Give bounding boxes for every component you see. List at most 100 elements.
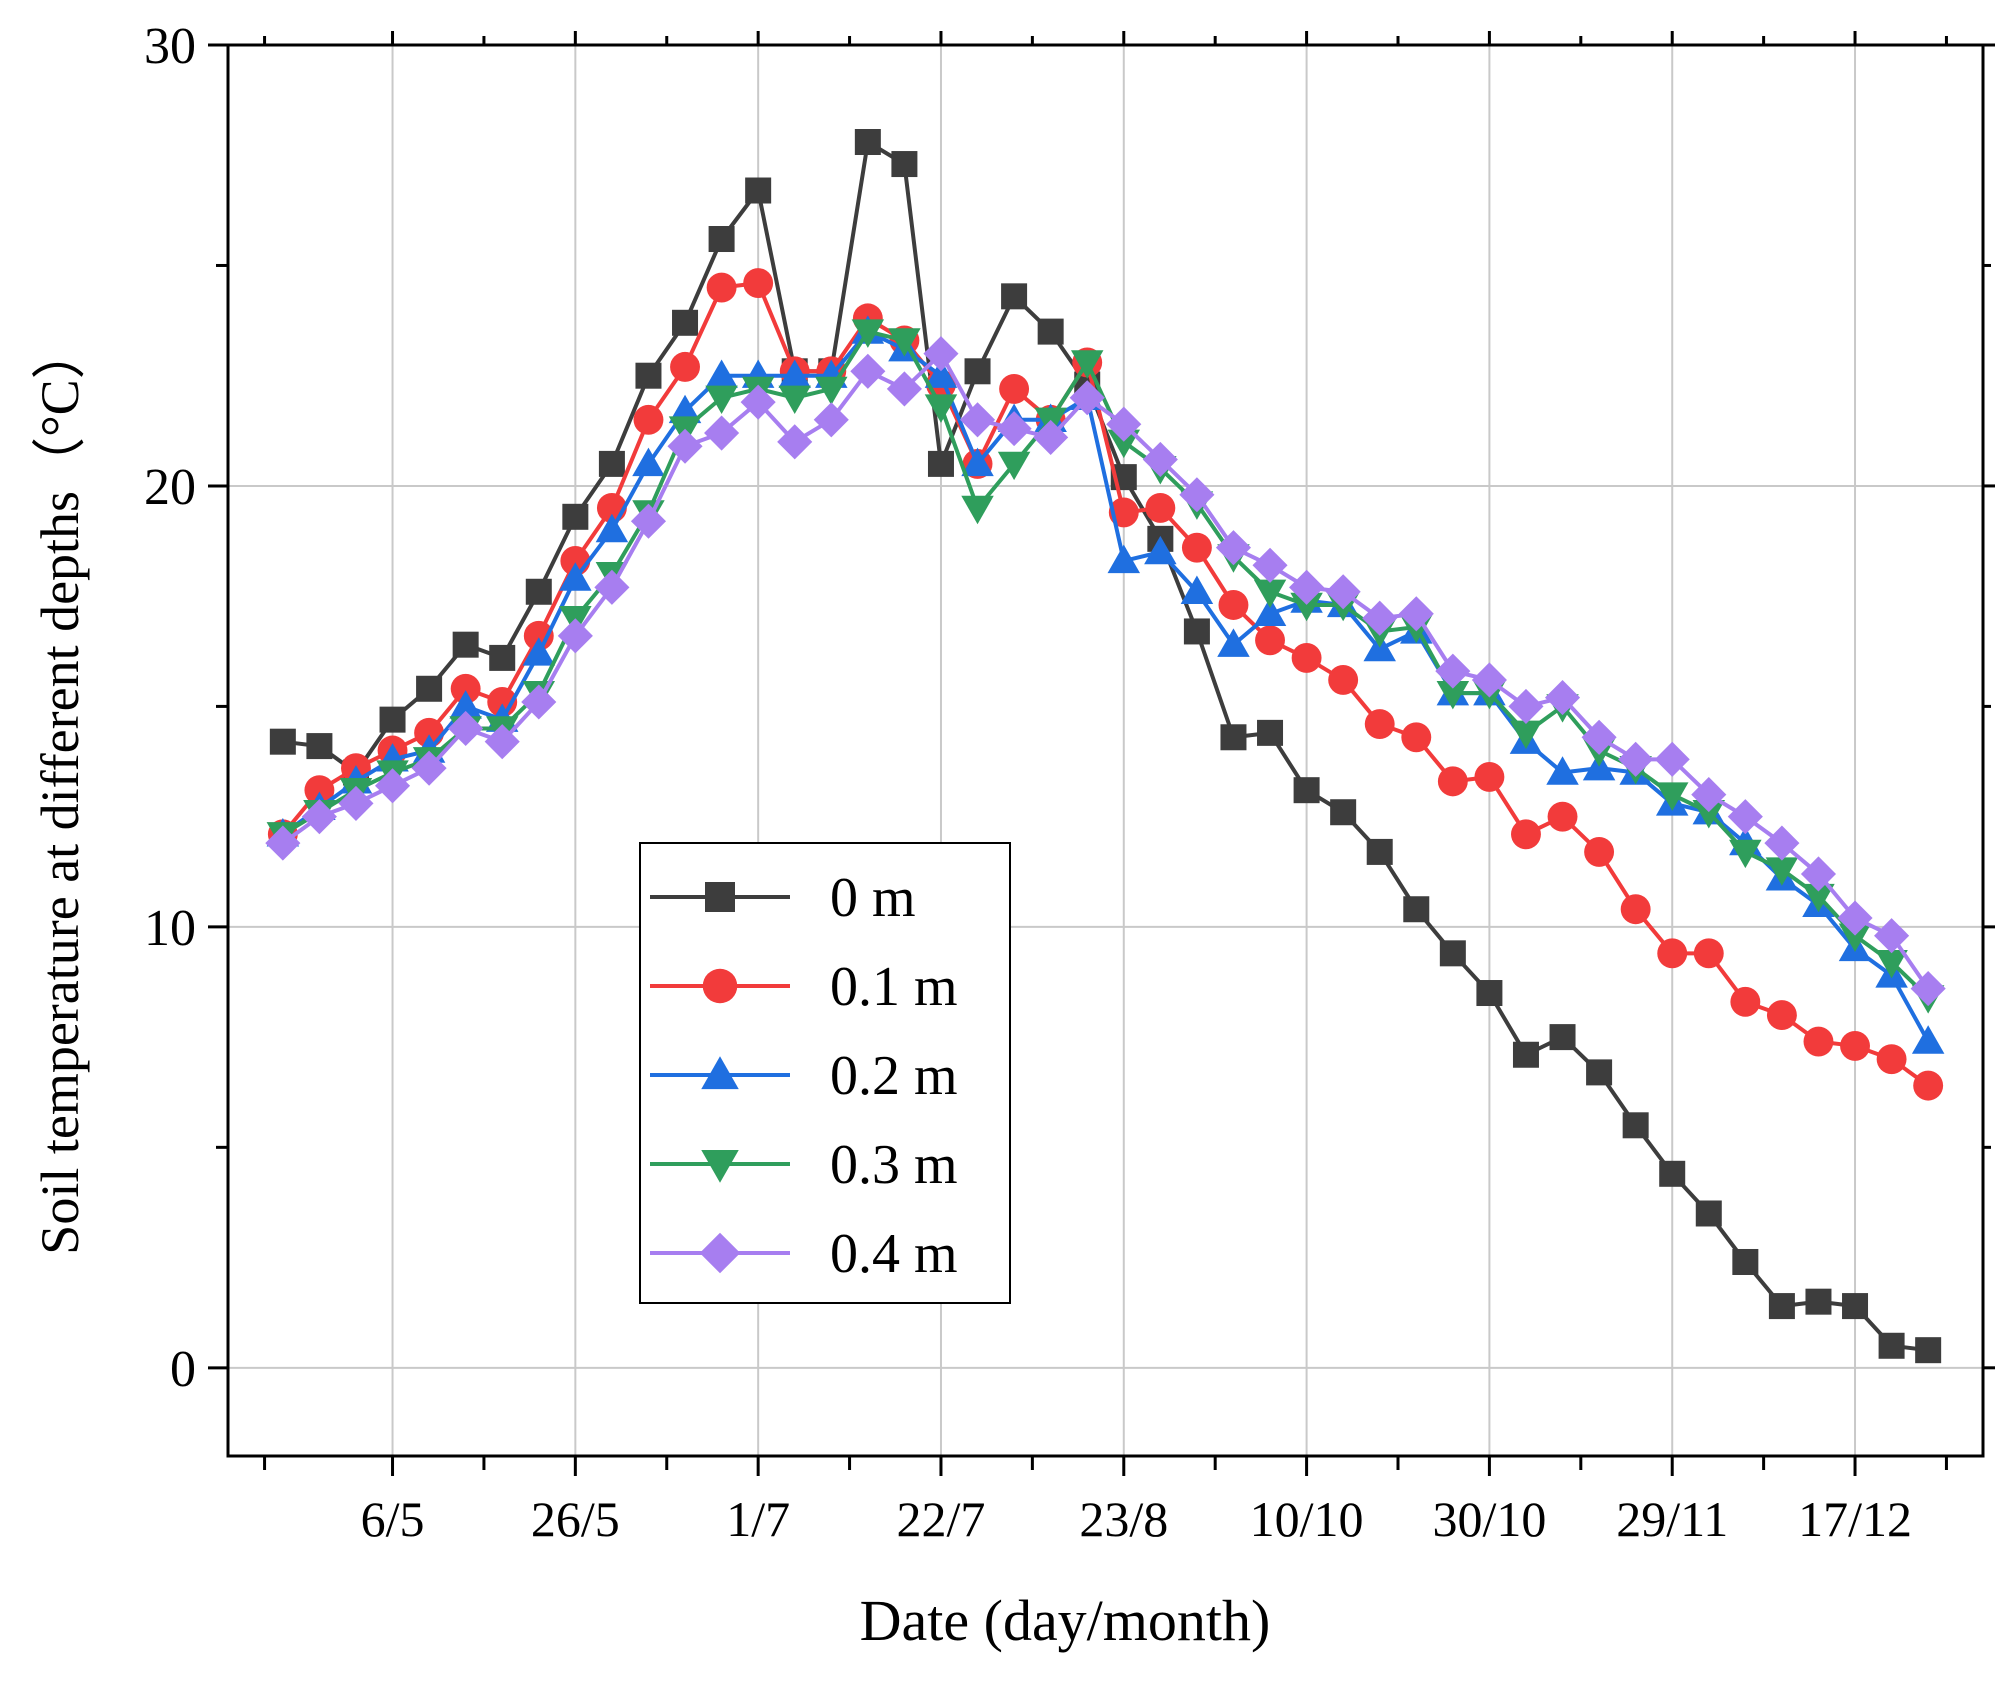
- data-point-square: [1915, 1337, 1942, 1364]
- data-point-diamond: [1764, 825, 1800, 861]
- data-point-square: [1001, 283, 1028, 310]
- data-point-triangle-up: [1180, 575, 1214, 604]
- x-tick-label: 22/7: [897, 1491, 986, 1547]
- data-point-triangle-up: [1144, 535, 1177, 565]
- data-point-diamond: [850, 353, 886, 389]
- data-point-diamond: [1435, 653, 1471, 689]
- series-line: [281, 281, 1930, 1088]
- data-point-square: [269, 728, 296, 755]
- data-point-triangle-up: [961, 447, 994, 477]
- data-point-square: [1403, 896, 1430, 923]
- data-point-circle: [1693, 938, 1724, 969]
- data-point-square: [1549, 1024, 1576, 1051]
- legend-label: 0.2 m: [830, 1045, 958, 1107]
- data-point-diamond: [1618, 741, 1654, 777]
- data-point-diamond: [484, 724, 520, 760]
- data-point-triangle-down: [1802, 883, 1835, 913]
- x-tick-label: 17/12: [1798, 1491, 1912, 1547]
- data-point-triangle-up: [1253, 597, 1287, 626]
- data-point-triangle-down: [1436, 680, 1470, 710]
- data-point-triangle-down: [701, 1149, 739, 1183]
- data-point-diamond: [1727, 799, 1763, 835]
- data-point-circle: [1255, 625, 1285, 656]
- data-point-diamond: [704, 415, 740, 451]
- data-point-circle: [706, 272, 737, 303]
- data-point-circle: [1803, 1026, 1834, 1057]
- x-tick-label: 1/7: [726, 1491, 790, 1547]
- series-0m: [269, 129, 1942, 1364]
- data-point-square: [1732, 1248, 1759, 1275]
- data-point-square: [745, 177, 772, 204]
- data-point-diamond: [1581, 719, 1617, 755]
- data-point-triangle-down: [1290, 592, 1323, 622]
- data-point-diamond: [740, 384, 776, 420]
- data-point-diamond: [448, 710, 484, 747]
- data-point-diamond: [301, 799, 337, 835]
- data-point-diamond: [667, 428, 703, 464]
- data-point-square: [1330, 799, 1357, 826]
- data-point-triangle-down: [1655, 782, 1689, 811]
- data-point-diamond: [411, 750, 447, 786]
- data-point-square: [1439, 940, 1466, 967]
- data-point-circle: [1145, 493, 1176, 523]
- data-point-diamond: [1289, 569, 1325, 605]
- data-point-diamond: [1874, 918, 1910, 954]
- x-tick-label: 26/5: [531, 1491, 620, 1547]
- data-point-square: [452, 631, 479, 658]
- data-point-triangle-up: [632, 447, 665, 477]
- data-point-triangle-down: [924, 394, 958, 423]
- data-point-triangle-down: [961, 495, 994, 525]
- data-point-diamond: [813, 402, 849, 438]
- data-point-square: [562, 503, 589, 530]
- data-point-circle: [1511, 819, 1541, 850]
- data-point-circle: [1474, 762, 1505, 792]
- data-point-square: [1878, 1332, 1905, 1359]
- data-point-diamond: [338, 785, 374, 821]
- data-point-circle: [1657, 938, 1688, 969]
- data-point-square: [1805, 1288, 1832, 1315]
- data-point-square: [927, 450, 954, 477]
- data-point-circle: [1364, 709, 1395, 739]
- data-point-triangle-down: [851, 319, 885, 348]
- data-point-diamond: [1142, 441, 1178, 478]
- data-point-circle: [450, 673, 481, 704]
- data-point-triangle-down: [1765, 857, 1799, 886]
- data-point-circle: [1291, 642, 1322, 673]
- x-tick-label: 6/5: [361, 1491, 425, 1547]
- data-point-circle: [999, 373, 1030, 404]
- data-point-diamond: [557, 618, 593, 654]
- data-point-triangle-down: [705, 385, 738, 414]
- data-point-square: [1586, 1059, 1613, 1086]
- grid-lines: [228, 44, 1983, 1456]
- x-tick-label: 30/10: [1432, 1491, 1546, 1547]
- data-point-square: [1768, 1293, 1795, 1320]
- series-line: [281, 329, 1930, 1043]
- data-point-triangle-down: [778, 385, 811, 414]
- legend-label: 0 m: [830, 867, 916, 929]
- data-point-square: [1293, 777, 1320, 804]
- data-point-triangle-up: [1217, 628, 1250, 657]
- y-tick-label: 0: [170, 1341, 196, 1398]
- data-point-triangle-down: [1509, 720, 1543, 750]
- data-point-triangle-up: [1911, 1025, 1945, 1054]
- data-point-diamond: [594, 569, 630, 605]
- data-point-diamond: [1215, 530, 1252, 566]
- data-point-triangle-down: [1838, 923, 1872, 952]
- data-point-square: [854, 129, 881, 156]
- data-point-square: [672, 309, 699, 336]
- data-point-square: [416, 675, 443, 702]
- data-point-triangle-up: [705, 359, 738, 388]
- y-axis-label: Soil temperature at different depths（°C）: [30, 325, 90, 1254]
- data-point-diamond: [1179, 477, 1215, 513]
- axes: 6/5 26/5 1/7 22/7 23/8 10/10 30/10 29/11 17/12 0 1…: [144, 18, 1995, 1547]
- data-point-triangle-down: [1253, 579, 1287, 609]
- data-point-diamond: [1471, 662, 1507, 698]
- data-point-triangle-down: [997, 451, 1031, 481]
- data-point-circle: [1547, 801, 1578, 832]
- data-point-circle: [1584, 836, 1615, 867]
- data-point-circle: [1913, 1070, 1944, 1101]
- data-point-diamond: [1800, 856, 1837, 892]
- x-tick-label: 23/8: [1079, 1491, 1168, 1547]
- data-point-diamond: [374, 768, 411, 804]
